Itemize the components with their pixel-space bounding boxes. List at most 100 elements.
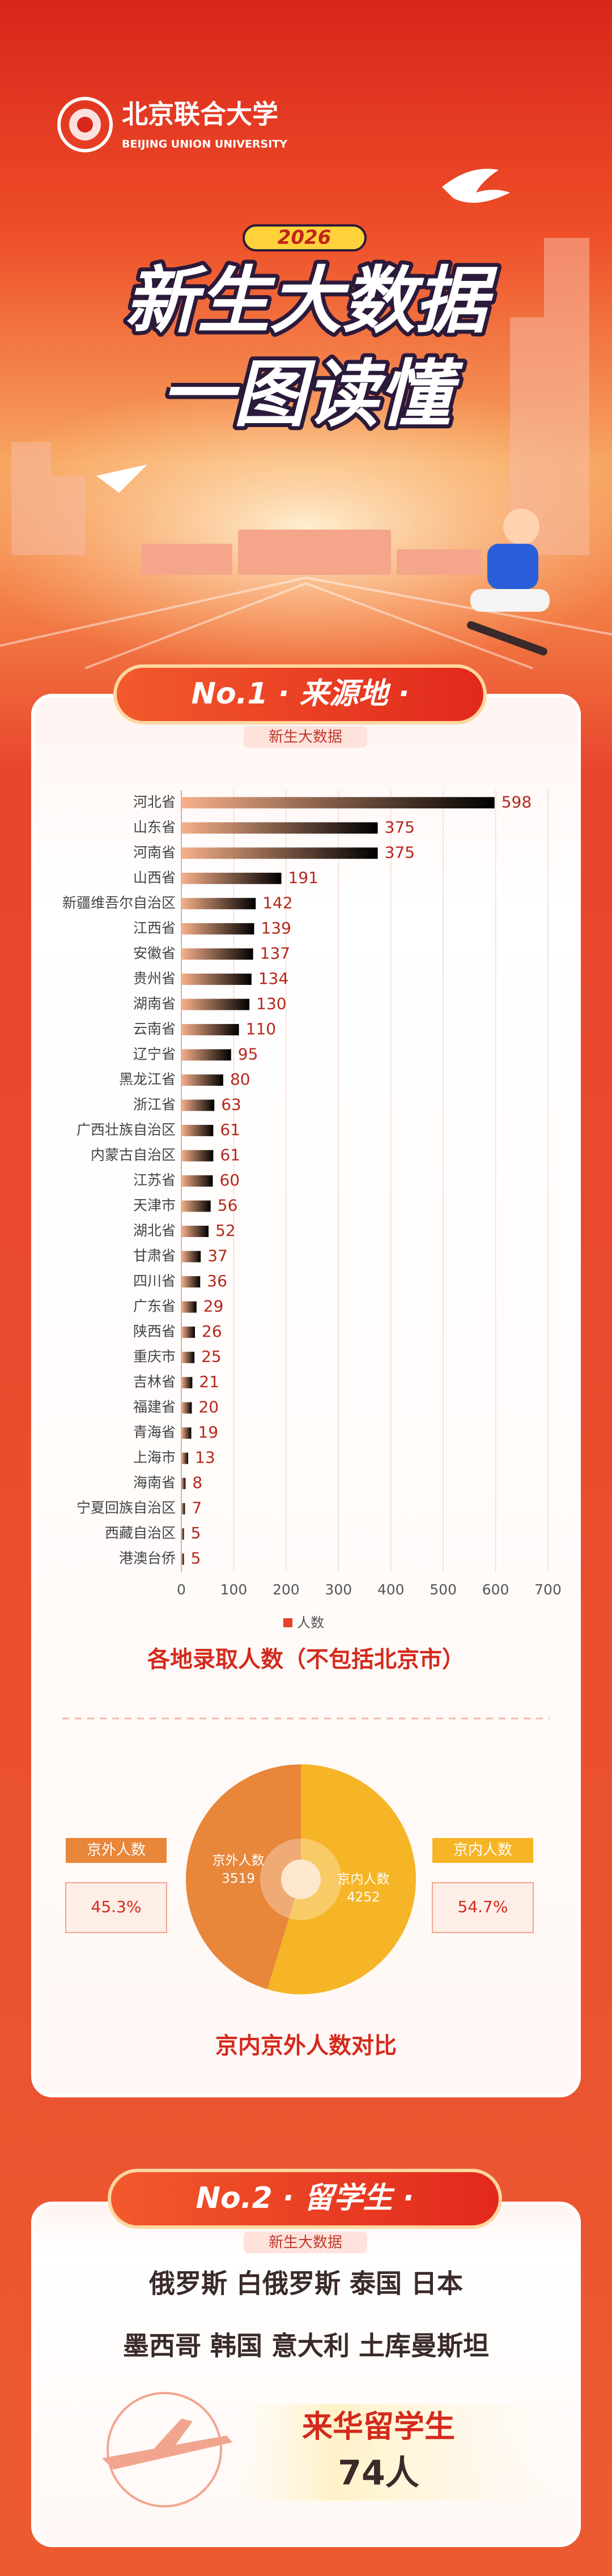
- section-banner: [108, 2169, 502, 2229]
- bar: [181, 1276, 201, 1288]
- hero-title-line1: 新生大数据: [125, 259, 498, 343]
- percent-label: 45.3%: [91, 1897, 142, 1916]
- value-label: 20: [198, 1398, 219, 1417]
- slice-value: 4252: [347, 1890, 380, 1905]
- value-label: 80: [230, 1070, 250, 1089]
- buildings: [11, 238, 589, 555]
- year: 2026: [278, 227, 332, 249]
- value-label: 19: [198, 1423, 219, 1441]
- skateboarder: [467, 509, 550, 656]
- value-label: 375: [385, 818, 415, 837]
- value-label: 37: [207, 1247, 228, 1265]
- bar: [181, 1175, 213, 1187]
- bar: [181, 999, 250, 1010]
- y-tick-label: 甘肃省: [133, 1248, 176, 1264]
- bar: [181, 1553, 184, 1565]
- section-banner: [113, 664, 487, 724]
- bar: [181, 948, 253, 960]
- x-tick-label: 100: [220, 1581, 248, 1598]
- donut-hole: [281, 1860, 321, 1899]
- bar: [181, 898, 256, 910]
- bar: [181, 1099, 215, 1111]
- bar: [181, 1351, 195, 1363]
- paper-plane: [96, 464, 147, 493]
- y-tick-label: 安徽省: [133, 945, 176, 961]
- y-tick-label: 山西省: [133, 869, 176, 886]
- y-tick-label: 吉林省: [133, 1374, 176, 1390]
- logo: [57, 97, 113, 152]
- y-tick-label: 黑龙江省: [119, 1071, 176, 1087]
- y-tick-label: 天津市: [133, 1197, 176, 1214]
- bar: [181, 1200, 211, 1212]
- value-label: 7: [192, 1499, 202, 1517]
- bar: [181, 1226, 209, 1238]
- slice-value: 3519: [222, 1871, 255, 1886]
- section-title: No.2 · 留学生 ·: [196, 2181, 414, 2215]
- y-tick-label: 广西壮族自治区: [76, 1121, 176, 1138]
- value-label: 61: [220, 1145, 240, 1164]
- section-tag-bg: [244, 726, 367, 748]
- percent-label: 54.7%: [458, 1897, 508, 1916]
- bar: [181, 1327, 196, 1338]
- airplane-icon: [102, 2392, 232, 2507]
- y-tick-label: 宁夏回族自治区: [76, 1500, 176, 1516]
- chart-title: 各地录取人数（不包括北京市）: [147, 1647, 465, 1673]
- y-tick-label: 河南省: [133, 844, 176, 860]
- logo-en: BEIJING UNION UNIVERSITY: [122, 138, 287, 151]
- y-tick-label: 新疆维吾尔自治区: [62, 894, 176, 911]
- value-label: 21: [199, 1372, 219, 1391]
- y-tick-label: 港澳台侨: [119, 1550, 176, 1567]
- value-label: 134: [258, 969, 288, 988]
- bar: [181, 1150, 214, 1162]
- bar: [181, 1478, 186, 1490]
- section-tag-bg: [244, 2232, 367, 2253]
- x-tick-label: 300: [325, 1581, 352, 1598]
- bar: [181, 1528, 184, 1540]
- year-pill: [243, 224, 367, 251]
- pie-slice: [186, 1764, 301, 1990]
- value-label: 110: [246, 1020, 276, 1038]
- pie-slice: [267, 1764, 416, 1995]
- y-tick-label: 西藏自治区: [105, 1525, 176, 1541]
- bar: [181, 1074, 223, 1086]
- y-tick-label: 内蒙古自治区: [91, 1146, 176, 1163]
- value-label: 130: [256, 994, 286, 1013]
- legend-label: 京外人数: [87, 1842, 146, 1859]
- legend-pill: [432, 1838, 533, 1863]
- y-tick-label: 湖北省: [133, 1222, 176, 1239]
- bar: [181, 923, 254, 935]
- value-label: 29: [203, 1297, 224, 1316]
- value-label: 5: [191, 1549, 201, 1568]
- value-label: 95: [238, 1044, 258, 1063]
- x-tick-label: 700: [534, 1581, 562, 1598]
- value-label: 13: [195, 1448, 215, 1467]
- y-tick-label: 辽宁省: [133, 1046, 176, 1062]
- value-label: 375: [385, 843, 415, 861]
- percent-box: [432, 1882, 534, 1933]
- bar: [181, 1427, 192, 1439]
- section-title: No.1 · 来源地 ·: [192, 677, 410, 711]
- bar: [181, 1049, 231, 1061]
- chart-title: 京内京外人数对比: [215, 2033, 397, 2059]
- value-label: 25: [201, 1347, 222, 1366]
- bar: [181, 822, 378, 834]
- bar: [181, 1402, 192, 1414]
- slice-label: 京外人数: [212, 1853, 265, 1868]
- value-label: 191: [288, 868, 318, 887]
- bar: [181, 1301, 197, 1313]
- bird: [442, 169, 510, 203]
- y-tick-label: 陕西省: [133, 1323, 176, 1340]
- highlight-band: [238, 2404, 555, 2501]
- glow: [0, 379, 612, 674]
- legend-pill: [66, 1838, 167, 1863]
- bar: [181, 847, 378, 859]
- y-tick-label: 湖南省: [133, 995, 176, 1012]
- bar: [181, 1023, 239, 1035]
- value-label: 5: [191, 1524, 201, 1542]
- y-tick-label: 云南省: [133, 1021, 176, 1037]
- x-tick-label: 400: [377, 1581, 405, 1598]
- value-label: 137: [260, 944, 290, 962]
- bar: [181, 1503, 185, 1515]
- section-tag: 新生大数据: [269, 729, 342, 746]
